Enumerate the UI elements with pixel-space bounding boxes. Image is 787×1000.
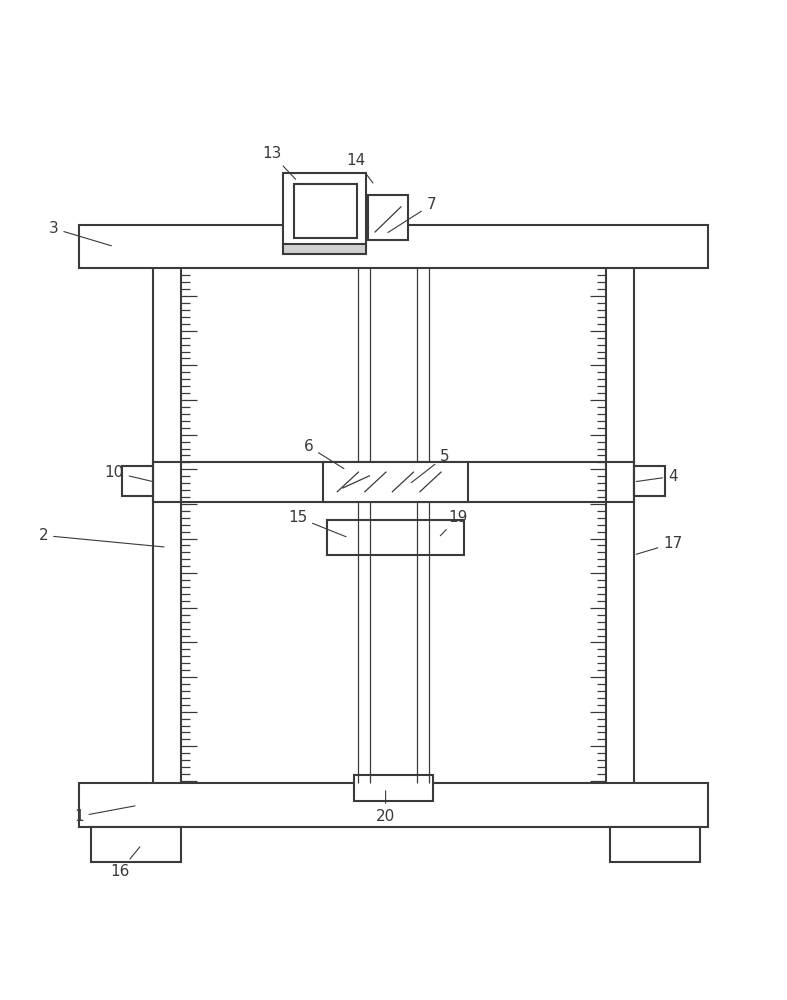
Bar <box>122 466 153 496</box>
Bar <box>283 244 366 254</box>
Text: 16: 16 <box>110 847 140 879</box>
Bar <box>327 520 464 555</box>
Text: 10: 10 <box>105 465 152 481</box>
Bar <box>294 184 357 238</box>
Text: 4: 4 <box>636 469 678 484</box>
Bar <box>91 827 181 862</box>
Text: 19: 19 <box>440 510 467 536</box>
Bar <box>323 462 468 502</box>
Text: 5: 5 <box>412 449 449 483</box>
Text: 13: 13 <box>262 146 296 179</box>
Bar <box>354 775 433 801</box>
Bar <box>79 225 708 268</box>
Bar <box>283 173 366 248</box>
Text: 1: 1 <box>74 806 135 824</box>
Text: 20: 20 <box>376 791 395 824</box>
Bar <box>368 195 408 240</box>
Text: 14: 14 <box>346 153 373 183</box>
Text: 15: 15 <box>288 510 346 537</box>
Text: 6: 6 <box>304 439 344 469</box>
Text: 3: 3 <box>49 221 112 246</box>
Text: 2: 2 <box>39 528 164 547</box>
Bar <box>79 783 708 827</box>
Bar <box>153 462 634 502</box>
Text: 17: 17 <box>636 536 682 554</box>
Bar <box>610 827 700 862</box>
Bar <box>634 466 665 496</box>
Text: 7: 7 <box>388 197 436 232</box>
